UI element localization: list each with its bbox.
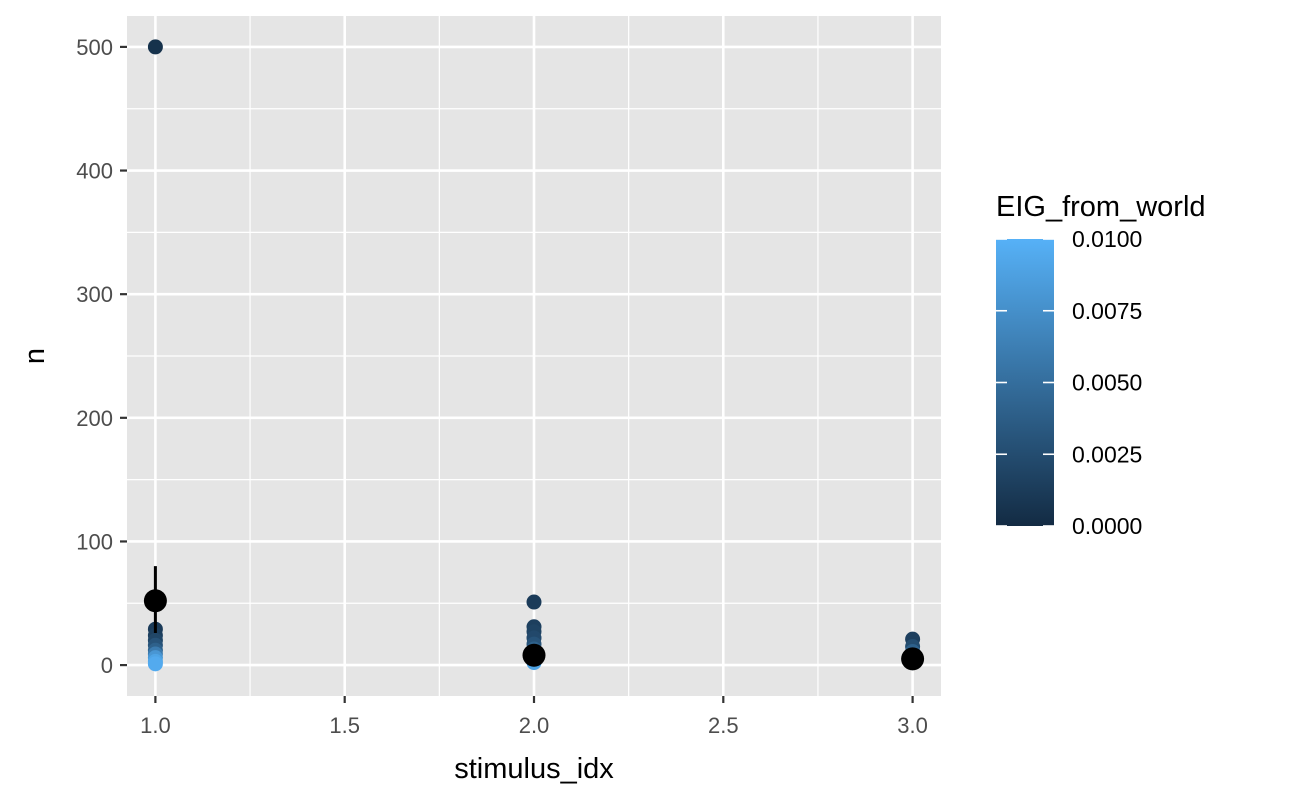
summary-mean-point	[901, 647, 925, 671]
data-point	[147, 656, 163, 672]
summary-mean-point	[143, 589, 167, 613]
x-tick-label: 3.0	[897, 713, 928, 738]
y-tick-label: 300	[76, 282, 113, 307]
y-tick-label: 200	[76, 406, 113, 431]
legend-label: 0.0000	[1072, 513, 1142, 539]
x-tick-label: 2.5	[708, 713, 739, 738]
color-legend: EIG_from_world 0.00000.00250.00500.00750…	[996, 191, 1206, 539]
summary-mean-point	[522, 643, 546, 667]
summary-points	[143, 566, 925, 671]
legend-tick-marks	[996, 238, 1054, 527]
x-tick-label: 1.0	[140, 713, 171, 738]
legend-title: EIG_from_world	[996, 191, 1206, 223]
x-axis-tick-labels: 1.0 1.5 2.0 2.5 3.0	[140, 713, 928, 738]
legend-label: 0.0075	[1072, 298, 1142, 324]
axis-tick-marks	[120, 45, 914, 703]
y-axis-title: n	[19, 348, 51, 364]
y-tick-label: 0	[101, 653, 113, 678]
legend-label: 0.0100	[1072, 226, 1142, 252]
y-tick-label: 100	[76, 529, 113, 554]
x-tick-label: 2.0	[519, 713, 550, 738]
x-axis-title: stimulus_idx	[454, 753, 614, 785]
y-axis-tick-labels: 0 100 200 300 400 500	[76, 35, 113, 678]
x-tick-label: 1.5	[329, 713, 360, 738]
data-point	[147, 39, 163, 55]
y-tick-label: 400	[76, 159, 113, 184]
data-point	[526, 594, 542, 610]
legend-label: 0.0025	[1072, 441, 1142, 467]
y-tick-label: 500	[76, 35, 113, 60]
legend-labels: 0.0000 0.0025 0.0050 0.0075 0.0100	[1072, 226, 1142, 539]
legend-label: 0.0050	[1072, 370, 1142, 396]
